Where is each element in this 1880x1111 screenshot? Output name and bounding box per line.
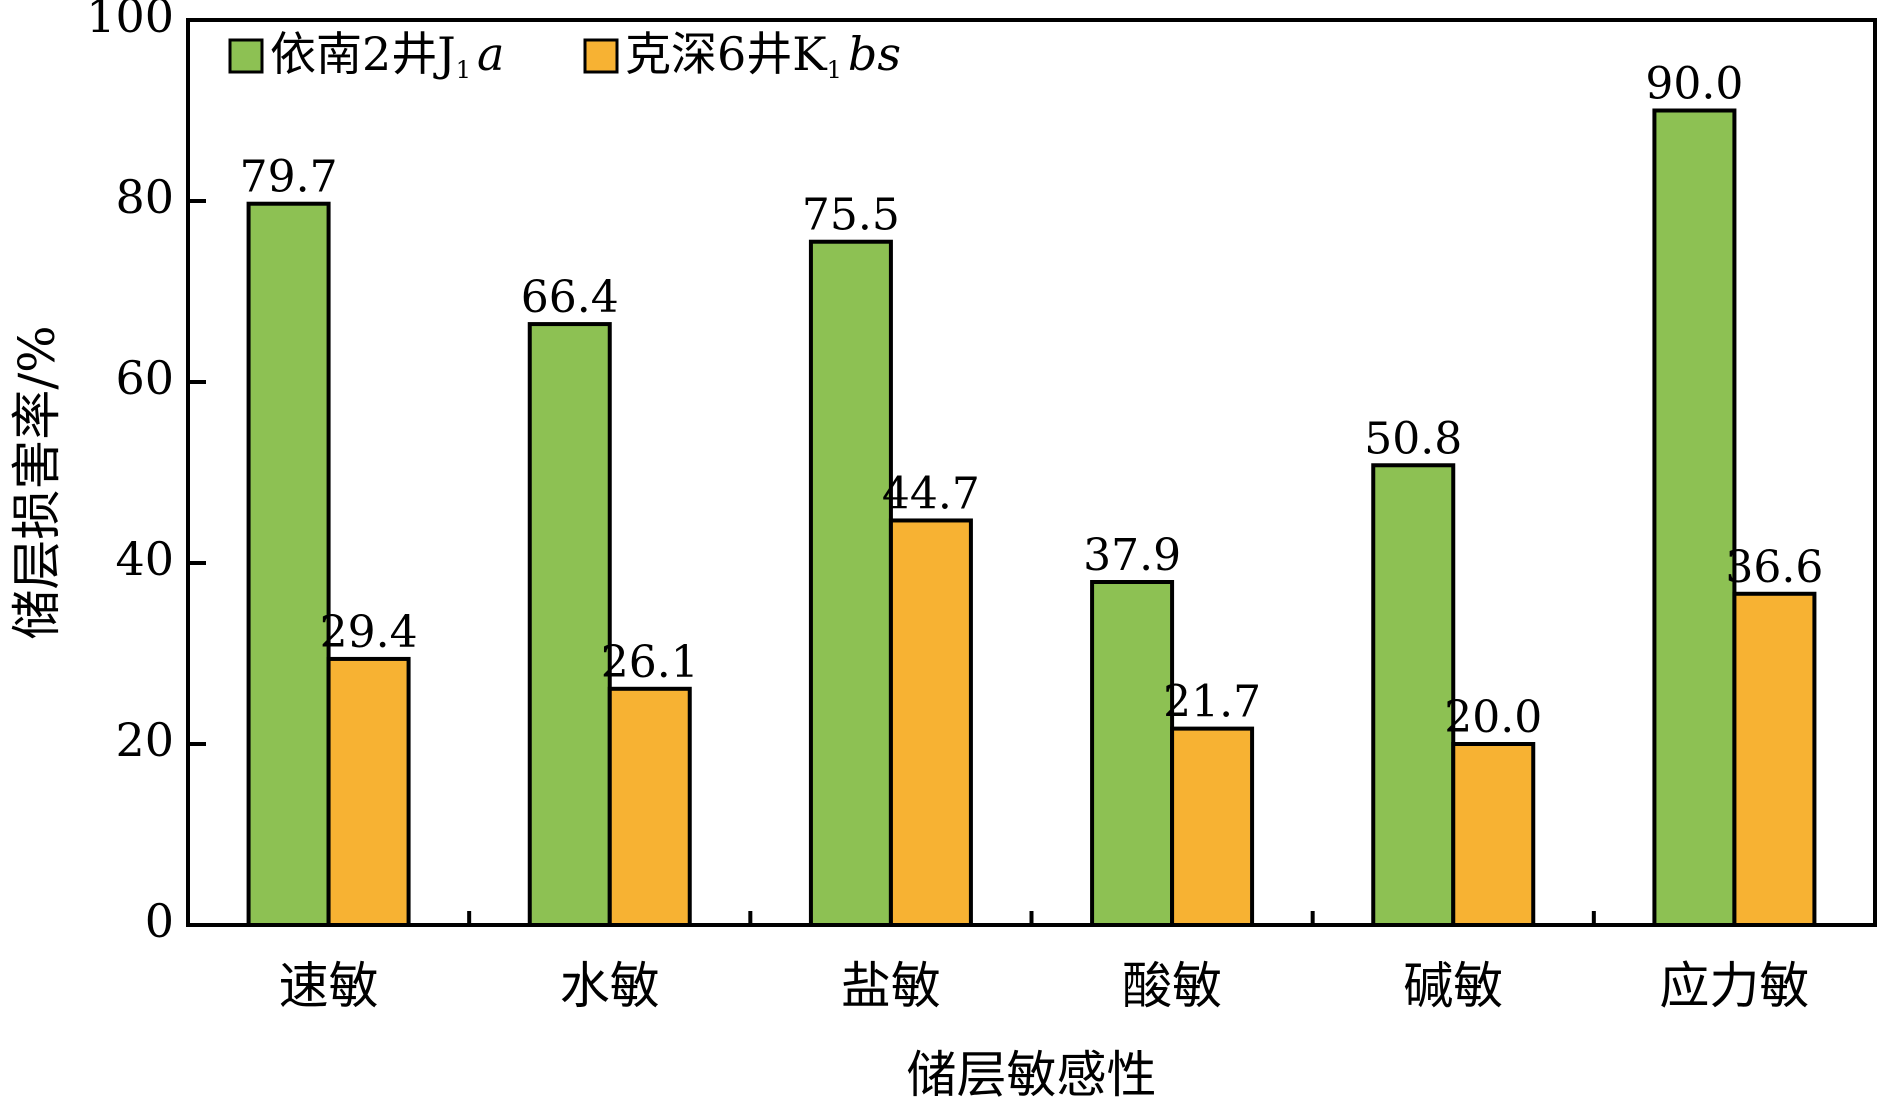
x-category-label: 酸敏 [1122,957,1222,1015]
y-tick-label: 100 [86,0,174,43]
y-tick-label: 0 [145,894,174,948]
x-category-label: 速敏 [279,957,379,1015]
data-label-series-1-3: 75.5 [802,190,900,241]
data-label-series-1-4: 37.9 [1083,530,1181,581]
legend-swatch-2 [583,38,619,74]
y-axis-title: 储层损害率/% [8,325,66,639]
data-label-series-2-2: 26.1 [601,637,699,688]
legend-label-subscript: 1 [827,56,842,84]
legend-label-1: 依南2井J1 a [270,27,504,84]
legend-label-subscript: 1 [456,56,471,84]
legend-label-main: 依南2井J [270,27,456,81]
data-label-series-2-5: 20.0 [1444,692,1542,743]
x-category-label: 水敏 [560,957,660,1015]
legend: 依南2井J1 a 克深6井K1 bs [228,27,901,84]
bar-series-1-4 [1090,580,1175,927]
data-label-series-2-4: 21.7 [1163,677,1261,728]
data-label-series-1-2: 66.4 [521,272,619,323]
x-category-label: 应力敏 [1659,957,1809,1015]
y-tick-label: 20 [115,713,174,767]
data-label-series-2-3: 44.7 [882,468,980,519]
x-axis-title: 储层敏感性 [907,1046,1157,1104]
plot-frame [186,18,1877,927]
legend-label-italic: bs [848,27,901,81]
bar-series-1-2 [527,322,612,927]
bar-series-1-1 [246,201,331,927]
bar-series-2-2 [607,686,692,927]
bar-series-1-6 [1652,108,1737,927]
y-tick-label: 80 [115,170,174,224]
bar-series-2-1 [326,656,411,927]
y-tick-label: 60 [115,351,174,405]
legend-label-italic: a [477,27,504,81]
bar-series-2-4 [1170,726,1255,927]
bars-layer [246,108,1817,928]
legend-label-2: 克深6井K1 bs [625,27,901,84]
data-label-series-1-1: 79.7 [240,152,338,203]
x-category-label: 盐敏 [841,957,941,1015]
data-label-series-1-5: 50.8 [1364,413,1462,464]
legend-swatch-1 [228,38,264,74]
x-category-label: 碱敏 [1403,957,1503,1015]
y-tick-label: 40 [115,532,174,586]
legend-label-main: 克深6井K [625,27,828,81]
data-labels-layer: 79.7 66.4 75.5 37.9 50.8 90.0 29.4 26.1 44.7 21.7… [240,59,1824,744]
bar-series-1-5 [1371,463,1456,927]
data-label-series-1-6: 90.0 [1645,59,1743,110]
bar-series-1-3 [808,239,893,928]
data-label-series-2-6: 36.6 [1725,542,1823,593]
bar-series-2-6 [1732,591,1817,928]
bar-series-2-5 [1451,742,1536,927]
data-label-series-2-1: 29.4 [320,607,418,658]
bar-series-2-3 [888,518,973,928]
